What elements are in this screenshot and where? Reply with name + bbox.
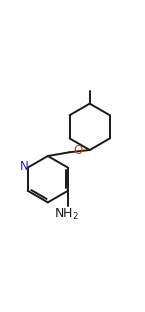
Text: NH$_2$: NH$_2$: [54, 207, 79, 222]
Text: O: O: [73, 144, 82, 157]
Text: N: N: [20, 160, 28, 173]
